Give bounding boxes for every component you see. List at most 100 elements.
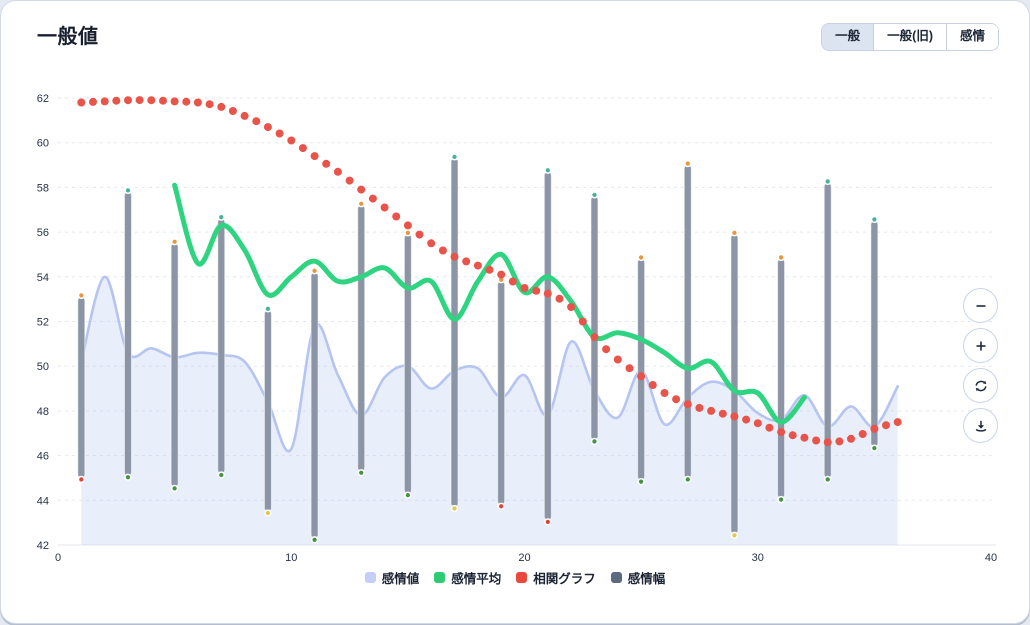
range-bar-top-marker[interactable]	[824, 177, 832, 186]
range-bar-bottom-marker[interactable]	[170, 484, 179, 493]
chart-legend: 感情値 感情平均 相関グラフ 感情幅	[1, 568, 1029, 587]
range-bar-top-marker[interactable]	[124, 186, 132, 195]
correlation-dot	[415, 230, 424, 239]
tab-general[interactable]: 一般	[822, 24, 875, 50]
y-axis-tick: 46	[37, 451, 49, 463]
range-bar-top-marker[interactable]	[404, 229, 412, 237]
range-bar[interactable]	[170, 242, 179, 488]
correlation-dot	[112, 96, 121, 105]
chart-controls	[963, 288, 998, 443]
range-bar-bottom-marker[interactable]	[450, 504, 459, 513]
zoom-out-button[interactable]	[963, 288, 998, 323]
correlation-dot	[613, 355, 622, 364]
range-bar-top-marker[interactable]	[170, 238, 179, 246]
range-bar-top-marker[interactable]	[870, 215, 879, 224]
correlation-dot	[310, 152, 319, 161]
correlation-dot	[287, 136, 296, 145]
legend-item[interactable]: 感情値	[364, 568, 419, 587]
legend-item[interactable]: 感情幅	[610, 568, 666, 587]
legend-item[interactable]: 感情平均	[434, 568, 501, 587]
range-bar[interactable]	[590, 195, 599, 441]
range-bar-bottom-marker[interactable]	[264, 509, 272, 517]
correlation-dot	[240, 111, 249, 120]
y-axis-tick: 56	[37, 227, 49, 239]
view-toggle: 一般 一般(旧) 感情	[821, 23, 999, 51]
range-bar-bottom-marker[interactable]	[590, 437, 599, 446]
series-correlation[interactable]	[77, 96, 902, 447]
range-bar-bottom-marker[interactable]	[497, 502, 505, 510]
range-bar[interactable]	[543, 171, 552, 521]
range-bar-top-marker[interactable]	[590, 191, 599, 199]
range-bar[interactable]	[217, 218, 226, 474]
page-title: 一般値	[37, 26, 99, 48]
series-emotion-value[interactable]	[80, 275, 899, 545]
range-bar-top-marker[interactable]	[730, 229, 739, 237]
correlation-dot	[124, 96, 132, 105]
x-axis-tick: 30	[752, 552, 764, 564]
range-bar-top-marker[interactable]	[310, 267, 319, 275]
correlation-dot	[497, 270, 506, 279]
correlation-dot	[835, 437, 844, 446]
range-bar[interactable]	[263, 309, 272, 512]
range-bar[interactable]	[77, 296, 86, 479]
range-bar-bottom-marker[interactable]	[310, 536, 319, 544]
range-bar[interactable]	[683, 164, 692, 479]
range-bar[interactable]	[403, 233, 412, 495]
correlation-dot	[147, 96, 156, 105]
range-bar-top-marker[interactable]	[450, 153, 459, 161]
download-button[interactable]	[963, 408, 998, 443]
range-bar-top-marker[interactable]	[77, 291, 85, 300]
range-bar-bottom-marker[interactable]	[544, 518, 552, 526]
range-bar-bottom-marker[interactable]	[404, 491, 412, 499]
correlation-dot	[648, 381, 657, 389]
series-emotion-range[interactable]	[77, 153, 879, 544]
range-bar-top-marker[interactable]	[357, 200, 365, 208]
correlation-dot	[660, 389, 669, 397]
range-bar-top-marker[interactable]	[544, 166, 552, 174]
correlation-dot	[427, 239, 436, 248]
range-bar-top-marker[interactable]	[217, 213, 225, 221]
range-bar[interactable]	[730, 233, 739, 535]
correlation-dot	[450, 252, 459, 261]
range-bar[interactable]	[123, 191, 132, 477]
range-bar-top-marker[interactable]	[777, 253, 785, 262]
range-bar[interactable]	[310, 271, 319, 539]
legend-label: 感情幅	[627, 572, 666, 586]
legend-swatch	[434, 572, 446, 583]
tab-general-old[interactable]: 一般(旧)	[874, 24, 947, 50]
legend-item[interactable]: 相関グラフ	[516, 568, 596, 587]
correlation-dot	[567, 303, 576, 311]
chart-grid: 42 44 46 48 50 52 54 56 58 60 62 0 10 20 30 40	[37, 93, 997, 564]
range-bar[interactable]	[357, 204, 366, 472]
range-bar-bottom-marker[interactable]	[217, 471, 225, 479]
minus-icon	[973, 298, 989, 314]
range-bar[interactable]	[777, 258, 786, 499]
range-bar-bottom-marker[interactable]	[77, 475, 85, 484]
range-bar[interactable]	[823, 182, 832, 479]
correlation-dot	[473, 261, 482, 270]
range-bar-top-marker[interactable]	[637, 253, 645, 262]
range-bar[interactable]	[870, 220, 879, 448]
tab-emotion[interactable]: 感情	[946, 24, 998, 50]
range-bar[interactable]	[637, 258, 646, 481]
range-bar[interactable]	[450, 157, 459, 508]
range-bar-bottom-marker[interactable]	[124, 473, 132, 481]
range-bar-top-marker[interactable]	[264, 305, 272, 313]
zoom-in-button[interactable]	[963, 328, 998, 363]
range-bar-top-marker[interactable]	[684, 159, 692, 168]
range-bar-bottom-marker[interactable]	[824, 475, 832, 484]
range-bar-bottom-marker[interactable]	[730, 531, 739, 539]
correlation-dot	[695, 403, 704, 412]
range-bar[interactable]	[497, 280, 506, 506]
range-bar-bottom-marker[interactable]	[777, 495, 785, 504]
correlation-dot	[870, 424, 879, 433]
range-bar-bottom-marker[interactable]	[870, 444, 879, 452]
reset-button[interactable]	[963, 368, 998, 403]
correlation-dot	[555, 294, 564, 303]
range-bar-bottom-marker[interactable]	[637, 478, 645, 486]
range-bar-bottom-marker[interactable]	[684, 475, 692, 484]
range-bar-bottom-marker[interactable]	[357, 469, 365, 477]
correlation-dot	[847, 434, 855, 443]
